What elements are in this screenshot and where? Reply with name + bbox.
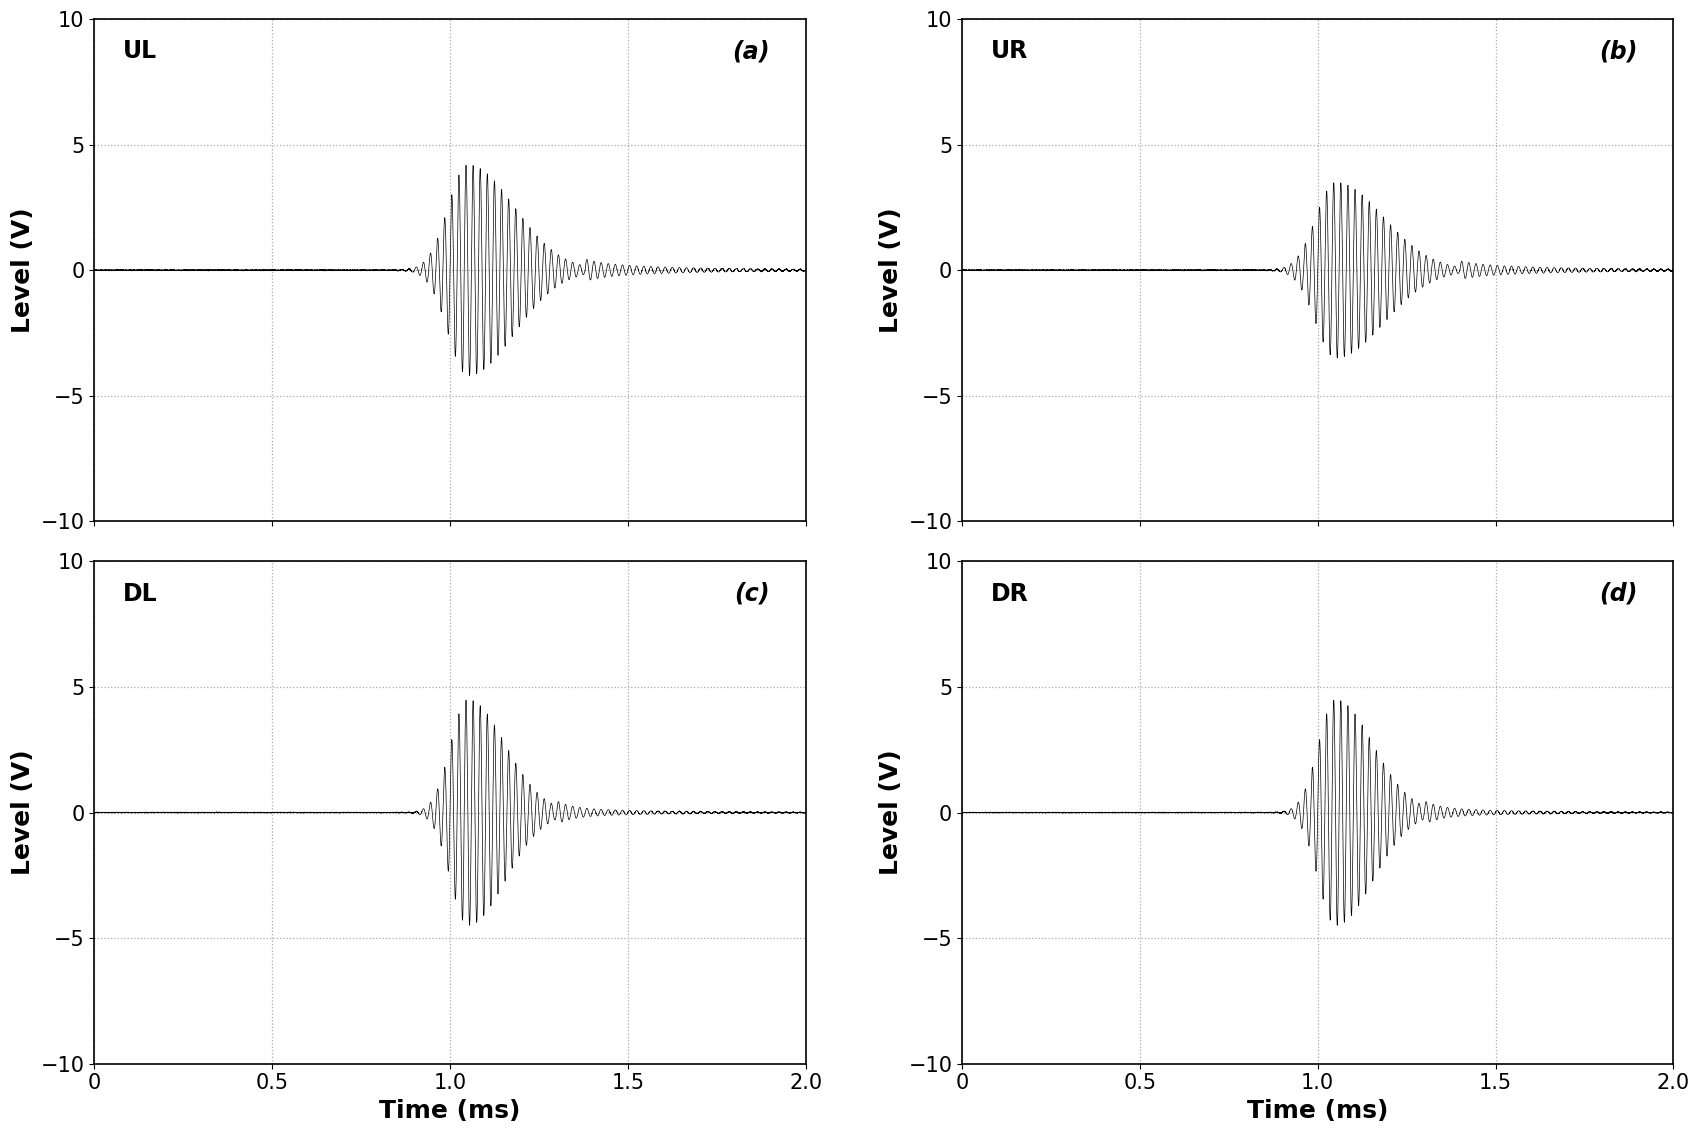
Text: (a): (a) (733, 40, 771, 64)
Y-axis label: Level (V): Level (V) (879, 750, 903, 875)
Text: (c): (c) (735, 582, 771, 606)
Y-axis label: Level (V): Level (V) (879, 208, 903, 333)
Y-axis label: Level (V): Level (V) (12, 208, 36, 333)
Text: DR: DR (990, 582, 1029, 606)
X-axis label: Time (ms): Time (ms) (1247, 1099, 1388, 1123)
Text: (b): (b) (1599, 40, 1638, 64)
X-axis label: Time (ms): Time (ms) (379, 1099, 521, 1123)
Text: UR: UR (990, 40, 1027, 64)
Y-axis label: Level (V): Level (V) (12, 750, 36, 875)
Text: (d): (d) (1599, 582, 1638, 606)
Text: UL: UL (122, 40, 156, 64)
Text: DL: DL (122, 582, 158, 606)
